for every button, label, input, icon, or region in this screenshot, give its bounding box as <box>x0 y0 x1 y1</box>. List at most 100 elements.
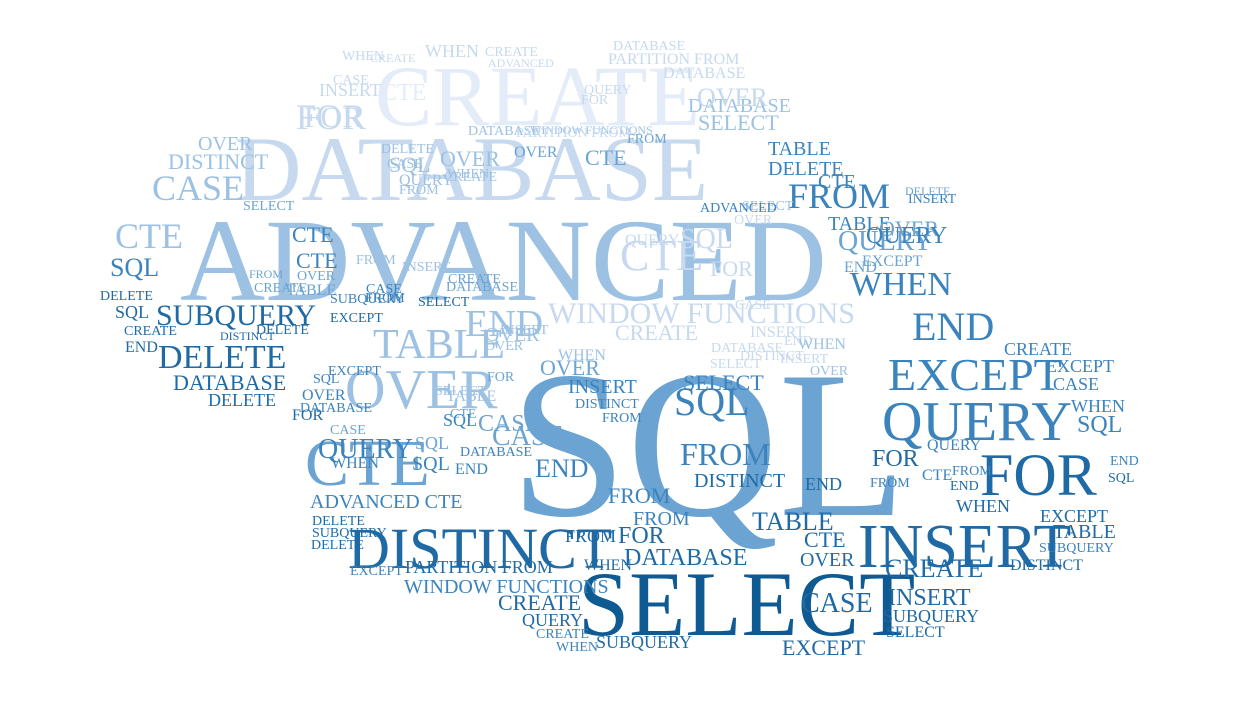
cloud-word: DATABASE <box>446 280 518 295</box>
cloud-word: FROM <box>365 291 405 306</box>
cloud-word: FROM <box>565 526 616 546</box>
cloud-word: INSERT <box>402 260 451 275</box>
cloud-word: INSERT <box>908 192 957 207</box>
cloud-word: EXCEPT <box>1046 356 1114 376</box>
cloud-word: END <box>844 259 877 276</box>
cloud-word: CASE <box>152 168 244 208</box>
cloud-word: EXCEPT <box>328 364 381 379</box>
cloud-word: DATABASE <box>300 401 372 416</box>
cloud-word: DISTINCT <box>1010 557 1083 574</box>
cloud-word: SQL <box>412 453 450 475</box>
cloud-word: OVER <box>734 213 773 228</box>
cloud-word: WHEN <box>447 167 489 182</box>
cloud-word: FOR <box>872 446 919 472</box>
cloud-word: CREATE <box>498 590 581 615</box>
cloud-word: DATABASE <box>688 95 791 117</box>
cloud-word: FROM <box>680 436 771 472</box>
cloud-word: OVER <box>440 146 500 171</box>
cloud-word: WHEN <box>558 347 606 364</box>
cloud-word: WINDOW FUNCTIONS <box>530 123 653 137</box>
cloud-word: END <box>912 304 994 349</box>
cloud-word: SELECT <box>243 199 295 214</box>
cloud-word: END <box>535 454 588 483</box>
cloud-word: CTE <box>818 171 856 193</box>
cloud-word: DISTINCT <box>740 349 804 364</box>
cloud-word: DATABASE <box>711 341 783 356</box>
cloud-word: TABLE <box>373 322 505 368</box>
cloud-word: DATABASE <box>468 124 540 139</box>
cloud-word: TABLE <box>286 282 336 299</box>
cloud-word: SUBQUERY <box>156 299 316 332</box>
cloud-word: SQL <box>115 302 149 322</box>
cloud-word: QUERY <box>584 83 631 98</box>
cloud-word: CREATE <box>885 554 983 583</box>
cloud-word: SQL <box>415 433 449 453</box>
cloud-word: SELECT <box>710 357 762 372</box>
cloud-word: WHEN <box>584 557 632 574</box>
cloud-word: SQL <box>443 410 477 430</box>
cloud-word: SELECT <box>742 199 794 214</box>
cloud-word: DELETE <box>768 158 844 180</box>
cloud-word: QUERY <box>927 437 982 454</box>
cloud-word: WHEN <box>956 496 1010 516</box>
cloud-word: DATABASE <box>460 445 532 460</box>
cloud-word: DISTINCT <box>168 149 269 174</box>
cloud-word: SELECT <box>698 110 779 135</box>
cloud-word: FROM <box>249 267 283 281</box>
cloud-word: FOR <box>487 370 515 385</box>
cloud-word: INSERT <box>750 324 805 341</box>
cloud-word: FROM <box>952 464 992 479</box>
cloud-word: DISTINCT <box>348 516 612 581</box>
cloud-word: SELECT <box>683 370 764 395</box>
cloud-word: FROM <box>602 411 642 426</box>
cloud-word: FOR <box>618 523 665 549</box>
cloud-word: DELETE <box>100 289 153 304</box>
cloud-word: DATABASE <box>235 118 708 220</box>
cloud-word: CTE <box>922 467 952 484</box>
cloud-word: TABLE <box>446 388 496 405</box>
cloud-word: QUERY <box>838 226 933 257</box>
cloud-word: CTE <box>620 231 703 280</box>
cloud-word: QUERY <box>866 223 947 249</box>
cloud-word: TABLE <box>828 213 891 235</box>
cloud-word: CTE <box>305 427 430 500</box>
cloud-word: CASE <box>387 157 423 172</box>
cloud-word: WHEN <box>556 640 598 655</box>
cloud-word: CREATE <box>370 51 415 65</box>
cloud-word: FROM <box>870 476 910 491</box>
cloud-word: ADVANCED <box>700 201 777 216</box>
cloud-word: CREATE <box>124 324 177 339</box>
cloud-word: SELECT <box>435 384 487 399</box>
cloud-word: CASE <box>333 73 369 88</box>
cloud-word: ADVANCED <box>488 56 554 70</box>
cloud-word: SQL <box>510 329 907 561</box>
cloud-word: TABLE <box>1053 521 1116 543</box>
cloud-word: CREATE <box>485 45 538 60</box>
cloud-word: WINDOW FUNCTIONS <box>404 576 609 598</box>
cloud-word: CREATE <box>444 170 497 185</box>
cloud-word: SQL <box>110 253 159 282</box>
cloud-word: FOR <box>296 97 366 137</box>
cloud-word: INSERT <box>780 352 829 367</box>
cloud-word: FOR <box>292 407 323 424</box>
cloud-word: FROM <box>633 508 690 530</box>
cloud-word: DISTINCT <box>694 470 785 492</box>
cloud-word: DELETE <box>381 142 434 157</box>
cloud-word: EXCEPT <box>330 311 383 326</box>
cloud-word: FOR <box>581 93 609 108</box>
cloud-word: QUERY <box>318 434 413 465</box>
cloud-word: WINDOW FUNCTIONS <box>548 297 855 330</box>
cloud-word: OVER <box>540 355 600 380</box>
cloud-word: ADVANCED CTE <box>310 491 462 513</box>
cloud-word: OVER <box>800 549 855 571</box>
cloud-word: OVER <box>514 144 558 161</box>
cloud-word: DISTINCT <box>575 397 639 412</box>
cloud-word: DISTINCT <box>220 329 275 343</box>
cloud-word: EXCEPT <box>862 253 923 270</box>
cloud-word: DELETE <box>256 323 309 338</box>
cloud-word: INSERT <box>500 323 549 338</box>
cloud-word: CTE <box>450 407 476 422</box>
cloud-word: WHEN <box>342 49 384 64</box>
cloud-word: ADVANCED <box>180 195 827 326</box>
